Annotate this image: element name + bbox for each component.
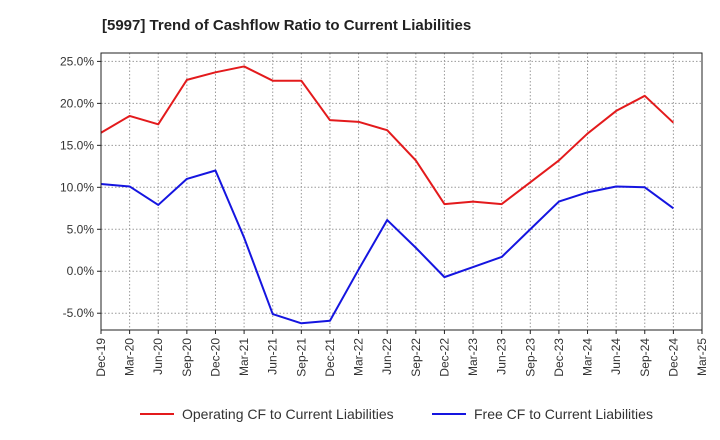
x-tick-label: Mar-23 xyxy=(466,338,480,376)
x-tick-label: Mar-25 xyxy=(695,338,709,376)
y-tick-label: 0.0% xyxy=(67,264,95,278)
x-tick-label: Dec-20 xyxy=(208,338,222,377)
x-tick-label: Mar-24 xyxy=(581,338,595,376)
y-tick-label: -5.0% xyxy=(63,306,95,320)
x-tick-label: Dec-19 xyxy=(94,338,108,377)
plot-frame xyxy=(100,52,703,331)
x-tick-label: Mar-21 xyxy=(237,338,251,376)
chart-title: [5997] Trend of Cashflow Ratio to Curren… xyxy=(102,17,471,34)
y-axis-tick-labels: 25.0% 20.0% 15.0% 10.0% 5.0% 0.0% -5.0% xyxy=(60,54,101,320)
x-tick-label: Sep-24 xyxy=(638,338,652,377)
x-tick-label: Mar-20 xyxy=(123,338,137,376)
x-tick-label: Sep-22 xyxy=(409,338,423,377)
gridlines xyxy=(100,53,703,330)
y-tick-label: 10.0% xyxy=(60,180,94,194)
x-tick-label: Sep-20 xyxy=(180,338,194,377)
series-lines xyxy=(100,65,675,325)
series-line-1 xyxy=(100,169,674,325)
y-tick-label: 15.0% xyxy=(60,138,94,152)
legend-label-1: Free CF to Current Liabilities xyxy=(474,406,653,422)
series-line-0 xyxy=(100,65,675,206)
y-tick-label: 25.0% xyxy=(60,54,94,68)
x-tick-label: Jun-20 xyxy=(151,338,165,375)
x-tick-label: Dec-23 xyxy=(552,338,566,377)
x-tick-label: Dec-21 xyxy=(323,338,337,377)
plot-area xyxy=(101,53,702,330)
x-tick-label: Jun-22 xyxy=(380,338,394,375)
y-tick-label: 5.0% xyxy=(67,222,95,236)
legend: Operating CF to Current Liabilities Free … xyxy=(140,406,653,422)
x-tick-label: Sep-23 xyxy=(523,338,537,377)
x-axis-tick-labels: Dec-19 Mar-20 Jun-20 Sep-20 Dec-20 Mar-21 Jun-… xyxy=(94,330,709,377)
x-tick-label: Jun-24 xyxy=(609,338,623,375)
y-tick-label: 20.0% xyxy=(60,96,94,110)
x-tick-label: Dec-22 xyxy=(437,338,451,377)
legend-label-0: Operating CF to Current Liabilities xyxy=(182,406,394,422)
x-tick-label: Jun-21 xyxy=(266,338,280,375)
x-tick-label: Sep-21 xyxy=(294,338,308,377)
x-tick-label: Jun-23 xyxy=(495,338,509,375)
x-tick-label: Dec-24 xyxy=(666,338,680,377)
x-tick-label: Mar-22 xyxy=(352,338,366,376)
